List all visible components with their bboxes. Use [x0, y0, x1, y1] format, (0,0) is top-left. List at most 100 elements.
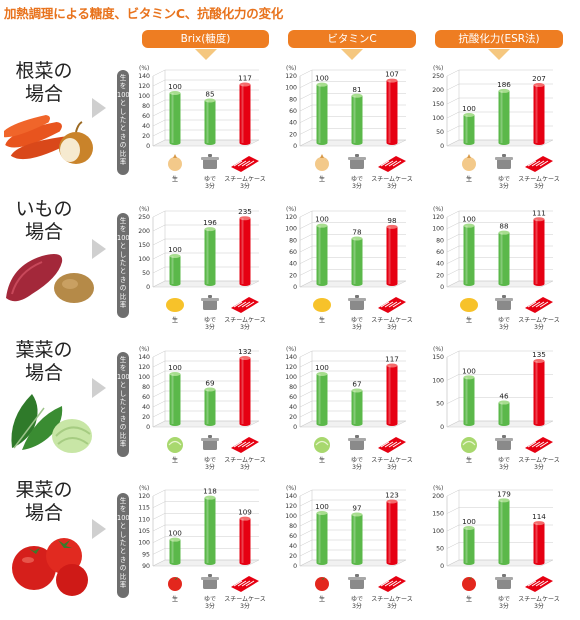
x-category-label: スチームケース [518, 176, 560, 183]
x-category-label: 生 [172, 595, 178, 603]
cabbage-icon [462, 440, 476, 446]
bar [316, 513, 328, 563]
unit-label: (%) [286, 65, 296, 72]
gridline-diagonal [299, 139, 313, 147]
steam-case-icon [388, 301, 398, 308]
steam-case-icon [527, 160, 537, 167]
bar-highlight [353, 238, 356, 284]
page-title: 加熱調理による糖度、ビタミンC、抗酸化力の変化 [4, 6, 284, 21]
steam-case-icon [535, 441, 545, 448]
bar [351, 238, 363, 284]
y-tick-label: 60 [289, 394, 297, 401]
tomato-icon [172, 577, 178, 580]
bar [463, 377, 475, 424]
pot-icon [350, 159, 364, 169]
x-category-label: スチームケース [371, 317, 413, 324]
y-tick-label: 0 [293, 424, 297, 431]
chart-root-antioxidant: (%)050100150200250100生186ゆで3分207スチームケース3… [432, 65, 560, 190]
pot-icon [201, 157, 219, 160]
pot-icon [348, 298, 366, 301]
data-label: 117 [385, 355, 399, 364]
pot-icon [502, 435, 506, 438]
bar-highlight [535, 85, 538, 143]
tomato-icon [462, 577, 476, 591]
bar-base [239, 141, 251, 145]
steam-case-icon [237, 580, 247, 587]
bar [498, 402, 510, 424]
bar [351, 95, 363, 143]
steam-case-icon [384, 441, 394, 448]
bar-cap [351, 93, 363, 98]
y-tick-label: 110 [138, 516, 150, 523]
pot-icon [502, 154, 506, 157]
x-category-label: 生 [172, 316, 178, 324]
header-arrow-icon [341, 49, 363, 60]
bar [498, 232, 510, 284]
gridline-diagonal [152, 109, 166, 117]
pot-icon [201, 438, 219, 441]
bar [316, 225, 328, 284]
data-label: 207 [532, 74, 546, 83]
onion-icon [467, 154, 471, 158]
pot-icon [502, 295, 506, 298]
bar [386, 365, 398, 424]
gridline-diagonal [446, 97, 460, 105]
onion-icon [173, 154, 177, 158]
column-header-brix: Brix(糖度) [142, 30, 269, 48]
gridline-diagonal [446, 210, 460, 218]
pot-icon [495, 438, 513, 441]
sweet-potato-photo [6, 254, 94, 303]
x-category-label: スチームケース [224, 176, 266, 183]
steam-case-icon [233, 301, 243, 308]
steam-case-icon [384, 580, 394, 587]
gridline-diagonal [152, 548, 166, 555]
y-tick-label: 60 [436, 249, 444, 256]
x-category-label: 3分 [387, 463, 397, 471]
x-category-label: 生 [172, 175, 178, 183]
row-title-line: 根菜の [15, 60, 73, 82]
y-tick-label: 60 [142, 113, 150, 120]
bar-cap [351, 512, 363, 517]
ratio-label: 生を100%としたときの比率 [117, 213, 136, 318]
y-tick-label: 250 [138, 214, 150, 221]
bar-highlight [500, 402, 503, 424]
unit-label: (%) [139, 206, 149, 213]
steam-case-icon [380, 301, 390, 308]
bar-highlight [241, 518, 244, 563]
steam-case-icon [392, 580, 402, 587]
pot-icon [350, 300, 364, 310]
bar-cap [316, 82, 328, 87]
x-category-label: スチームケース [224, 457, 266, 464]
bar [169, 539, 181, 563]
x-category-label: ゆで [498, 596, 510, 603]
gridline-diagonal [152, 400, 166, 408]
y-tick-label: 40 [142, 123, 150, 130]
bar [533, 361, 545, 424]
bar-highlight [353, 514, 356, 563]
y-tick-label: 150 [432, 511, 444, 518]
gridline-diagonal [152, 119, 166, 127]
y-tick-label: 0 [146, 284, 150, 291]
gridline-diagonal [446, 234, 460, 241]
x-category-label: スチームケース [371, 176, 413, 183]
x-category-label: ゆで [498, 176, 510, 183]
data-label: 196 [203, 218, 217, 227]
bar-base [316, 141, 328, 145]
ratio-label: 生を100%としたときの比率 [117, 70, 136, 175]
y-tick-label: 0 [440, 143, 444, 150]
steam-case-icon [380, 441, 390, 448]
y-tick-label: 150 [432, 101, 444, 108]
bar-base [316, 282, 328, 286]
y-tick-label: 80 [289, 523, 297, 530]
x-category-label: ゆで [351, 176, 363, 183]
gridline-diagonal [299, 257, 313, 264]
bar-highlight [171, 93, 174, 143]
bar [204, 229, 216, 284]
column-header-vitamin-c: ビタミンC [288, 30, 416, 48]
pot-icon [497, 440, 511, 450]
bar-base [316, 422, 328, 426]
gridline-diagonal [299, 234, 313, 241]
y-tick-label: 40 [289, 120, 297, 127]
gridline-diagonal [299, 69, 313, 77]
